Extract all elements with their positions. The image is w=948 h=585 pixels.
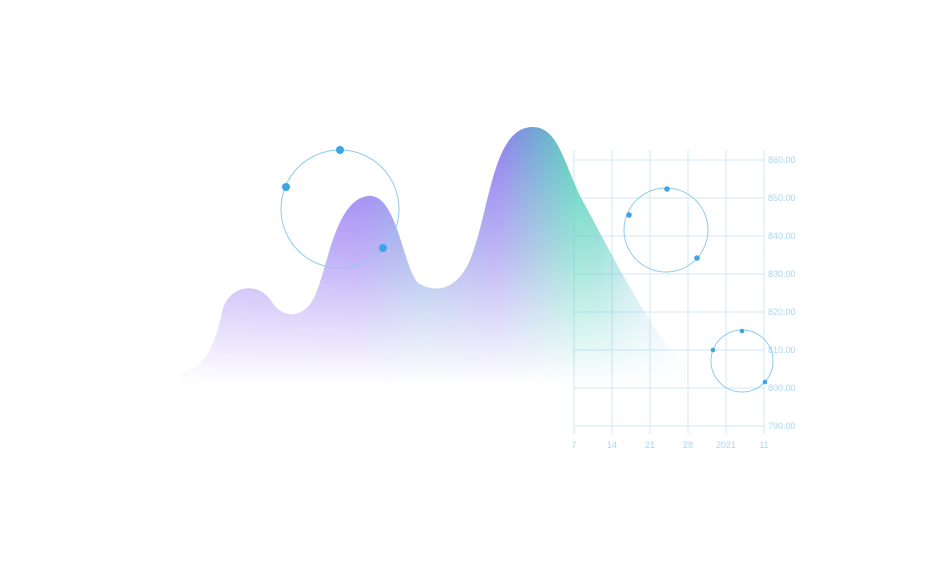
y-axis-ticks: 860.00 850.00 840.00 830.00 820.00 810.00 800.… — [768, 155, 796, 431]
y-tick-label: 790.00 — [768, 421, 796, 431]
y-tick-label: 830.00 — [768, 269, 796, 279]
y-tick-label: 810.00 — [768, 345, 796, 355]
x-tick-label: 21 — [645, 440, 655, 450]
orbit-dot — [282, 183, 290, 191]
x-tick-label: 11 — [759, 440, 768, 450]
area-series — [180, 126, 690, 470]
y-tick-label: 850.00 — [768, 193, 796, 203]
y-tick-label: 820.00 — [768, 307, 796, 317]
y-tick-label: 840.00 — [768, 231, 796, 241]
orbit-decorations — [280, 146, 774, 393]
orbit-dot — [694, 255, 700, 261]
orbit-dot — [762, 379, 768, 385]
y-tick-label: 800.00 — [768, 383, 796, 393]
orbit-dot — [336, 146, 344, 154]
x-tick-label: 2021 — [716, 440, 736, 450]
orbit-dot — [626, 212, 632, 218]
orbit-dot — [379, 244, 387, 252]
orbit-dot — [710, 347, 716, 353]
x-axis-ticks: 7 14 21 28 2021 11 — [571, 440, 768, 450]
area-shape — [180, 126, 690, 470]
x-tick-label: 28 — [683, 440, 693, 450]
y-tick-label: 860.00 — [768, 155, 796, 165]
orbit-dot — [664, 186, 670, 192]
x-tick-label: 14 — [607, 440, 617, 450]
x-tick-label: 7 — [571, 440, 576, 450]
orbit-dot — [739, 328, 745, 334]
